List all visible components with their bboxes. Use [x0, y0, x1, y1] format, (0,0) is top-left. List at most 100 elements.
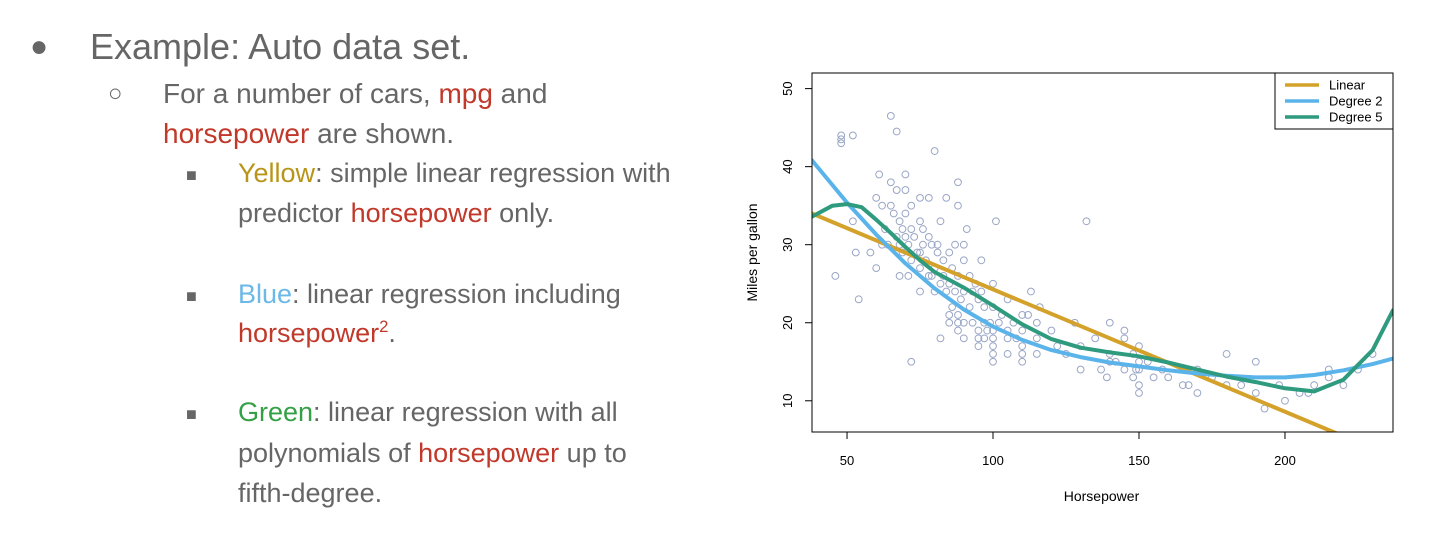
data-point: [837, 131, 846, 140]
bullet-square-yellow: ■: [186, 165, 197, 185]
y-tick-label: 20: [780, 316, 795, 330]
data-point: [886, 178, 895, 187]
series-degree-5: [812, 202, 1393, 394]
data-point: [886, 112, 895, 120]
data-point: [1102, 373, 1111, 382]
data-point: [936, 217, 945, 226]
data-point: [919, 225, 927, 233]
data-point: [954, 178, 962, 187]
data-point: [1193, 389, 1202, 397]
data-point: [866, 248, 875, 257]
data-point: [974, 326, 983, 335]
heading-auto-data-set: Example: Auto data set.: [90, 26, 471, 67]
data-point: [907, 225, 916, 233]
data-point: [1047, 326, 1056, 335]
x-tick-label: 150: [1128, 453, 1150, 468]
data-point: [980, 303, 989, 312]
data-point: [954, 201, 962, 210]
series-linear: [812, 211, 1339, 432]
y-tick-label: 10: [780, 394, 795, 408]
data-point: [951, 240, 959, 249]
x-tick-label: 200: [1274, 453, 1296, 468]
data-point: [1003, 350, 1012, 358]
data-point: [924, 272, 933, 280]
data-point: [933, 240, 942, 249]
data-point: [948, 303, 957, 312]
data-point: [848, 131, 857, 140]
data-point: [1032, 334, 1041, 343]
data-point: [951, 287, 959, 296]
data-point: [980, 334, 989, 343]
data-point: [989, 350, 997, 358]
data-point: [954, 318, 962, 327]
data-point: [907, 201, 916, 210]
green-line-3: fifth-degree.: [238, 478, 383, 508]
data-point: [1082, 217, 1091, 226]
scatter-points: [831, 112, 1377, 413]
data-point: [924, 193, 933, 202]
data-point: [872, 193, 881, 202]
cars-line-1: For a number of cars, mpg and: [163, 78, 548, 109]
data-point: [994, 318, 1003, 327]
data-point: [1027, 287, 1035, 296]
data-point: [936, 279, 945, 288]
green-line-2: polynomials of horsepower up to: [238, 438, 627, 468]
data-point: [1164, 373, 1173, 382]
data-point: [959, 334, 968, 343]
data-point: [848, 217, 857, 226]
data-point: [1222, 350, 1231, 358]
data-point: [901, 232, 910, 241]
data-point: [904, 272, 913, 280]
bullet-dot: ●: [30, 30, 49, 63]
mpg-horsepower-chart: 50 100 150 200 10 20 30 40 50 Horsepower Miles per…: [744, 72, 1394, 504]
data-point: [954, 311, 962, 319]
data-point: [942, 193, 951, 202]
data-point: [959, 256, 968, 265]
blue-line-1: Blue: linear regression including: [238, 279, 621, 309]
data-point: [933, 248, 942, 257]
data-point: [1053, 342, 1062, 351]
data-point: [916, 287, 924, 296]
y-tick-label: 40: [780, 159, 795, 173]
data-point: [1032, 318, 1041, 327]
data-point: [1120, 326, 1129, 335]
x-tick-label: 100: [982, 453, 1004, 468]
data-point: [916, 217, 924, 226]
x-axis-label: Horsepower: [1064, 488, 1140, 504]
data-point: [851, 248, 860, 257]
slide-text: ● Example: Auto data set. ○ For a number…: [30, 26, 671, 508]
data-point: [974, 334, 983, 343]
data-point: [924, 232, 933, 241]
data-point: [927, 240, 936, 249]
data-point: [1135, 381, 1143, 390]
x-tick-label: 50: [840, 453, 854, 468]
y-axis-label: Miles per gallon: [744, 203, 760, 301]
blue-line-2: horsepower2.: [238, 316, 396, 348]
data-point: [916, 193, 924, 202]
y-tick-label: 30: [780, 237, 795, 251]
data-point: [1184, 381, 1193, 390]
data-point: [1281, 396, 1289, 405]
regression-curves: [812, 158, 1393, 432]
data-point: [1097, 365, 1105, 374]
data-point: [1076, 365, 1085, 374]
series-degree-2: [812, 158, 1393, 380]
data-point: [1018, 350, 1027, 358]
data-point: [892, 186, 901, 194]
data-point: [954, 326, 962, 335]
data-point: [989, 279, 997, 288]
legend-entry: Degree 2: [1329, 94, 1382, 109]
data-point: [910, 232, 919, 241]
data-point: [831, 272, 840, 280]
data-point: [895, 272, 904, 280]
data-point: [959, 240, 968, 249]
legend-entry: Linear: [1329, 78, 1366, 93]
data-point: [898, 225, 907, 233]
data-point: [956, 295, 965, 304]
data-point: [983, 326, 992, 335]
yellow-line-1: Yellow: simple linear regression with: [238, 158, 671, 188]
y-tick-label: 50: [780, 81, 795, 95]
data-point: [945, 318, 954, 327]
data-point: [989, 357, 997, 366]
